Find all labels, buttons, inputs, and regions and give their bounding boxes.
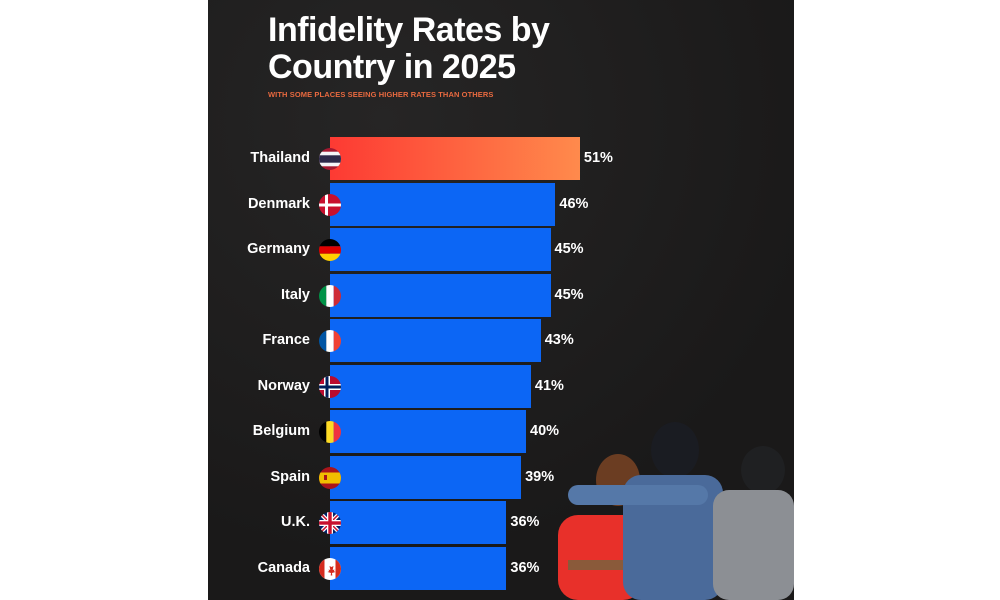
bar-row: Spain 39%	[208, 455, 794, 499]
country-label: Thailand	[250, 150, 310, 166]
bar-row: Denmark 46%	[208, 182, 794, 226]
thailand-flag-icon	[319, 148, 341, 170]
value-label: 51%	[583, 150, 613, 166]
title-line-1: Infidelity Rates by	[268, 11, 550, 49]
belgium-flag-icon	[319, 421, 341, 443]
value-label: 39%	[525, 468, 555, 485]
title-line-2: Country in 2025	[268, 48, 516, 86]
bar	[330, 182, 556, 226]
country-label: Germany	[247, 241, 310, 257]
bar-row: U.K. 36%	[208, 501, 794, 544]
value-label: 46%	[559, 195, 589, 212]
country-label: Italy	[280, 286, 310, 303]
country-label: Spain	[270, 468, 310, 485]
bar-row: Belgium 40%	[208, 410, 794, 453]
canada-flag-icon	[319, 557, 341, 580]
bar	[330, 501, 507, 544]
value-label: 45%	[554, 241, 584, 257]
bar-row: Germany 45%	[208, 228, 794, 271]
bar	[330, 455, 522, 499]
value-label: 43%	[544, 332, 574, 348]
country-label: Belgium	[252, 423, 310, 439]
uk-flag-icon	[319, 512, 341, 534]
germany-flag-icon	[319, 239, 341, 261]
chart-subtitle: WITH SOME PLACES SEEING HIGHER RATES THA…	[268, 90, 494, 99]
norway-flag-icon	[319, 375, 341, 398]
italy-flag-icon	[319, 284, 341, 307]
spain-flag-icon	[319, 466, 341, 489]
infographic-panel: Infidelity Rates by Country in 2025 WITH…	[208, 0, 794, 600]
bar-row: Norway 41%	[208, 364, 794, 408]
denmark-flag-icon	[319, 193, 341, 216]
bar-row: Canada 36%	[208, 546, 794, 590]
bar-row: France 43%	[208, 319, 794, 362]
bar	[330, 273, 551, 317]
couple-photo-image	[558, 422, 794, 600]
bar-row: Thailand 51%	[208, 137, 794, 180]
france-flag-icon	[319, 330, 341, 352]
bar-row: Italy 45%	[208, 273, 794, 317]
country-label: Canada	[257, 559, 310, 576]
country-label: U.K.	[281, 514, 310, 530]
bar	[330, 137, 580, 180]
country-label: Denmark	[247, 195, 310, 212]
bar	[330, 228, 551, 271]
value-label: 36%	[510, 514, 540, 530]
value-label: 45%	[554, 286, 584, 303]
bar	[330, 364, 531, 408]
bar	[330, 319, 541, 362]
country-label: Norway	[257, 377, 310, 394]
value-label: 40%	[530, 423, 560, 439]
bar	[330, 410, 526, 453]
value-label: 41%	[534, 377, 564, 394]
bar	[330, 546, 507, 590]
chart-title: Infidelity Rates by Country in 2025	[268, 11, 550, 86]
country-label: France	[262, 332, 310, 348]
value-label: 36%	[510, 559, 540, 576]
